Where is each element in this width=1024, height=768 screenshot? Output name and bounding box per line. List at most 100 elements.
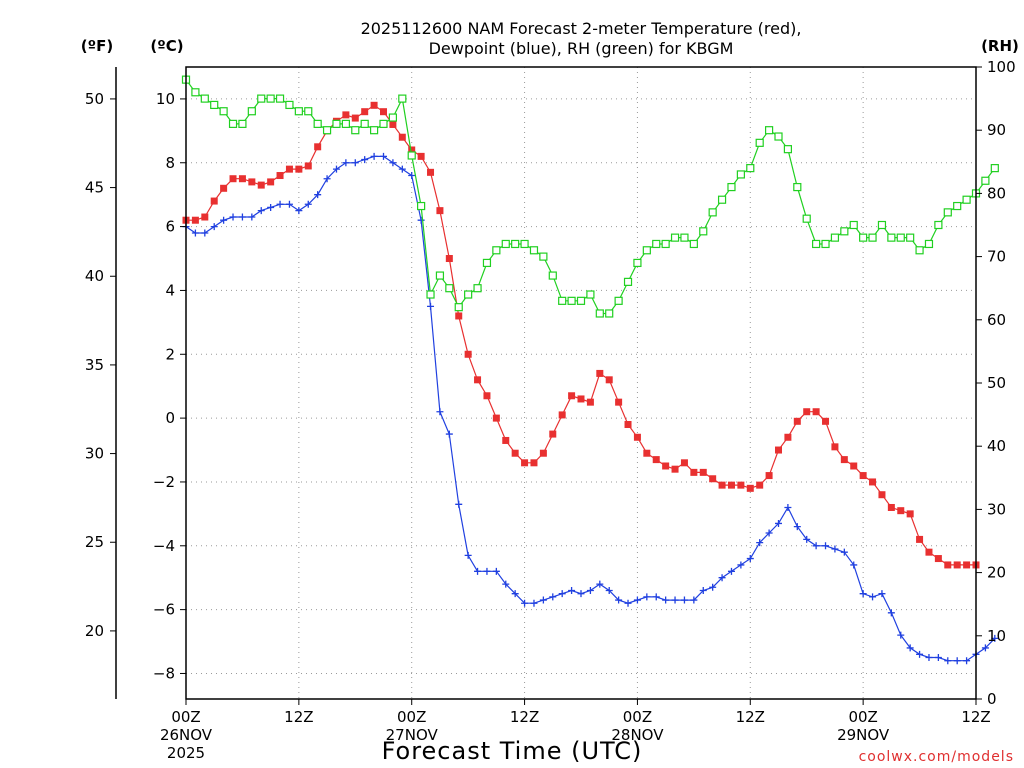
temperature-point <box>370 101 378 109</box>
rh-point <box>717 195 727 204</box>
temperature-point <box>380 108 387 116</box>
grid-lines <box>186 67 976 699</box>
dewpoint-point <box>285 200 293 208</box>
rh-tick-label: 30 <box>987 500 1006 518</box>
dewpoint-point <box>295 207 303 215</box>
temperature-point <box>304 162 312 170</box>
temperature-point <box>389 120 397 128</box>
rh-point <box>275 94 285 103</box>
celsius-tick-label: 10 <box>156 90 175 108</box>
rh-point <box>953 201 962 211</box>
dewpoint-point <box>248 213 256 221</box>
temperature-point <box>436 207 444 215</box>
rh-point <box>793 182 802 192</box>
dewpoint-point <box>662 596 670 604</box>
dewpoint-point <box>699 586 707 594</box>
temperature-point <box>953 561 961 569</box>
rh-point <box>247 107 256 116</box>
rh-point <box>539 252 548 261</box>
rh-point <box>435 271 445 280</box>
celsius-unit-label: (ºC) <box>150 37 183 55</box>
dewpoint-point <box>445 430 453 438</box>
temperature-line <box>186 104 976 566</box>
rh-point <box>341 119 350 128</box>
temperature-point <box>229 175 237 183</box>
x-tick-label: 00Z <box>848 708 877 726</box>
dewpoint-point <box>709 583 717 591</box>
rh-point <box>887 233 896 242</box>
rh-point <box>379 119 388 128</box>
rh-tick-label: 70 <box>987 248 1006 266</box>
temperature-point <box>483 392 491 400</box>
dewpoint-point <box>568 586 576 594</box>
dewpoint-point <box>878 590 886 598</box>
dewpoint-point <box>652 593 660 601</box>
temperature-point <box>492 414 500 422</box>
temperature-point <box>831 443 839 451</box>
temperature-point <box>765 472 773 480</box>
temperature-point <box>530 459 538 467</box>
temperature-point <box>596 369 604 377</box>
series-temperature <box>182 101 980 569</box>
rh-point <box>849 220 858 230</box>
rh-point <box>924 239 934 249</box>
dewpoint-point <box>351 159 359 167</box>
temperature-point <box>916 535 924 543</box>
dewpoint-point <box>577 590 585 598</box>
dewpoint-point <box>605 586 613 594</box>
rh-point <box>304 107 313 116</box>
dewpoint-point <box>229 213 237 221</box>
rh-point <box>351 126 360 135</box>
rh-tick-label: 40 <box>987 437 1006 455</box>
temperature-point <box>314 143 322 151</box>
celsius-tick-label: −2 <box>153 473 175 491</box>
dewpoint-point <box>220 216 228 224</box>
fahrenheit-tick-label: 20 <box>85 622 104 640</box>
rh-point <box>511 239 520 249</box>
fahrenheit-tick-label: 30 <box>85 445 104 463</box>
temperature-point <box>248 178 256 186</box>
rh-point <box>605 309 614 318</box>
rh-point <box>642 246 651 255</box>
rh-tick-label: 80 <box>987 184 1006 202</box>
dewpoint-point <box>812 542 820 550</box>
dewpoint-point <box>887 609 895 617</box>
temperature-point <box>558 411 566 419</box>
dewpoint-point <box>464 551 472 559</box>
dewpoint-point <box>521 599 529 607</box>
rh-tick-label: 10 <box>987 627 1006 645</box>
celsius-tick-label: −8 <box>153 664 175 682</box>
rh-point <box>680 233 689 242</box>
dewpoint-point <box>925 654 933 662</box>
dewpoint-point <box>502 580 510 588</box>
temperature-point <box>445 255 453 263</box>
dewpoint-point <box>615 596 623 604</box>
temperature-point <box>417 152 425 160</box>
dewpoint-point <box>981 644 989 652</box>
temperature-point <box>643 449 651 457</box>
dewpoint-point <box>323 175 331 183</box>
dewpoint-point <box>210 223 218 231</box>
chart-title: 2025112600 NAM Forecast 2-meter Temperat… <box>361 19 802 38</box>
dewpoint-point <box>455 500 463 508</box>
temperature-point <box>427 168 435 176</box>
temperature-point <box>906 510 914 518</box>
rh-point <box>407 151 416 160</box>
fahrenheit-unit-label: (ºF) <box>81 37 113 55</box>
x-axis-label: Forecast Time (UTC) <box>382 737 643 765</box>
rh-point <box>623 277 633 286</box>
temperature-point <box>812 408 820 416</box>
celsius-tick-label: 4 <box>165 281 175 299</box>
rh-point <box>548 271 557 280</box>
temperature-point <box>474 376 482 384</box>
rh-point <box>633 258 642 268</box>
temperature-point <box>727 481 735 489</box>
temperature-point <box>568 392 576 400</box>
temperature-point <box>746 484 754 492</box>
rh-point <box>868 233 877 242</box>
dewpoint-point <box>238 213 246 221</box>
rh-point <box>576 296 586 305</box>
temperature-point <box>840 456 848 464</box>
temperature-point <box>709 475 717 483</box>
x-tick-label: 00Z <box>397 708 426 726</box>
